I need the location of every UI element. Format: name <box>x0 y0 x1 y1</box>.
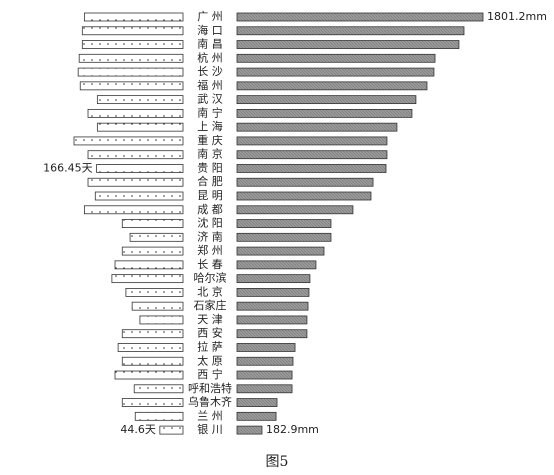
category-label: 太 原 <box>197 354 223 367</box>
category-label: 天 津 <box>197 313 223 326</box>
category-label: 石家庄 <box>194 298 227 312</box>
category-label: 成 都 <box>197 203 223 216</box>
category-label: 昆 明 <box>197 189 223 202</box>
category-label: 上 海 <box>197 119 223 133</box>
bar <box>236 81 428 91</box>
bar <box>236 177 374 187</box>
bar <box>83 205 184 215</box>
bar <box>236 246 325 256</box>
bar <box>87 108 184 118</box>
bar <box>133 384 184 394</box>
bar <box>236 122 398 132</box>
bar <box>236 356 294 366</box>
bar <box>81 26 184 36</box>
bar <box>236 343 296 352</box>
category-label: 济 南 <box>197 229 223 243</box>
bar <box>121 398 184 407</box>
bar <box>236 191 372 201</box>
bar <box>236 425 263 435</box>
bar <box>87 177 184 187</box>
category-label: 西 安 <box>197 326 223 340</box>
category-label: 银 川 <box>197 422 223 436</box>
category-label: 海 口 <box>197 23 223 37</box>
bar <box>236 274 311 284</box>
value-label: 1801.2mm <box>487 10 547 23</box>
category-label: 长 沙 <box>197 65 223 78</box>
bar <box>236 164 387 173</box>
value-label: 44.6天 <box>120 423 156 436</box>
bar <box>114 260 184 270</box>
bar <box>236 287 310 297</box>
category-label: 南 昌 <box>197 38 223 51</box>
bar <box>73 136 184 146</box>
category-label: 南 宁 <box>197 105 223 119</box>
category-label: 重 庆 <box>197 133 223 147</box>
caption: 图5 <box>266 454 289 470</box>
bar <box>236 398 278 407</box>
bar <box>79 81 184 91</box>
category-label: 拉 萨 <box>197 339 223 353</box>
bar <box>236 232 332 242</box>
category-label: 呼和浩特 <box>188 381 232 395</box>
bar <box>236 301 309 311</box>
category-label: 福 州 <box>197 78 223 92</box>
bar <box>117 343 184 352</box>
category-label: 合 肥 <box>197 174 223 188</box>
bar <box>94 191 184 201</box>
category-label: 长 春 <box>197 258 223 271</box>
bar <box>77 67 184 77</box>
category-label: 郑 州 <box>197 243 223 257</box>
bar <box>236 26 465 36</box>
bar <box>236 150 388 160</box>
bar <box>121 329 184 339</box>
bar <box>96 164 184 173</box>
bar <box>236 12 484 22</box>
bar <box>236 411 277 421</box>
bar <box>236 260 317 270</box>
category-label: 兰 州 <box>197 409 223 422</box>
bar <box>236 370 293 380</box>
bar <box>114 370 184 380</box>
bar <box>129 232 184 242</box>
bar <box>83 12 184 22</box>
bar <box>134 411 184 421</box>
category-label: 贵 阳 <box>197 161 223 174</box>
value-label: 166.45天 <box>43 161 93 174</box>
bar <box>236 53 436 63</box>
bar <box>131 301 184 311</box>
category-label: 南 京 <box>197 147 223 161</box>
bar <box>96 122 184 132</box>
category-label: 哈尔滨 <box>194 271 227 285</box>
bar <box>81 40 184 49</box>
bar <box>96 95 184 105</box>
bar <box>236 329 308 339</box>
bar <box>125 287 184 297</box>
bar <box>78 53 184 63</box>
bar <box>236 205 354 215</box>
bar <box>236 384 293 394</box>
bar <box>236 95 417 105</box>
category-label: 乌鲁木齐 <box>188 395 232 409</box>
bar <box>236 40 460 49</box>
category-label: 武 汉 <box>197 93 223 106</box>
category-label: 杭 州 <box>197 50 223 64</box>
category-label: 广 州 <box>197 10 223 23</box>
category-label: 沈 阳 <box>197 216 223 230</box>
bar <box>236 315 308 325</box>
category-label: 北 京 <box>197 284 223 298</box>
value-label: 182.9mm <box>266 423 319 436</box>
bar <box>121 246 184 256</box>
bar <box>236 108 413 118</box>
bar <box>159 425 184 435</box>
bar <box>87 150 184 160</box>
bar <box>139 315 184 325</box>
bar <box>121 219 184 228</box>
bar <box>121 356 184 366</box>
category-label: 西 宁 <box>197 367 223 381</box>
bar <box>111 274 184 284</box>
bar <box>236 136 388 146</box>
bar <box>236 67 435 77</box>
bar <box>236 219 332 228</box>
